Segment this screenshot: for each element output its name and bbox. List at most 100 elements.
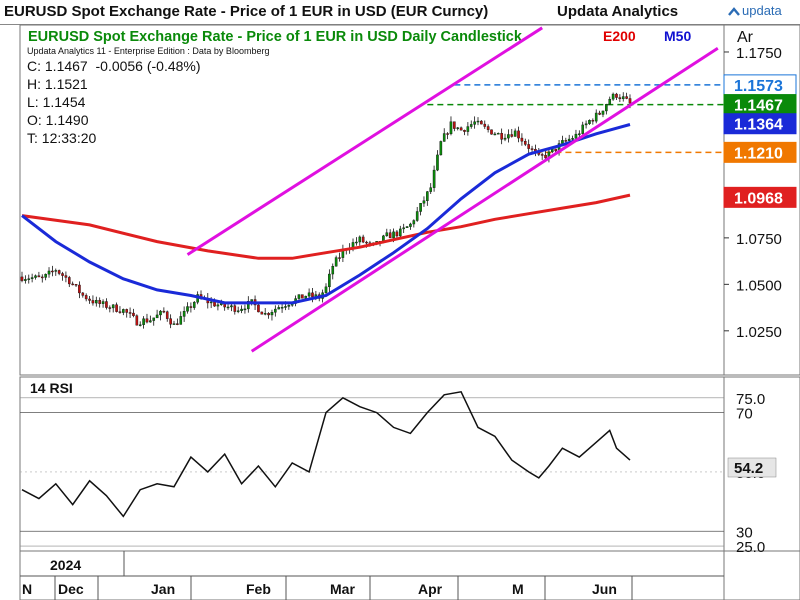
candle-body: [605, 104, 608, 112]
candle-body: [260, 311, 264, 315]
candle-body: [513, 130, 517, 137]
rsi-title: 14 RSI: [30, 380, 73, 396]
month-label: Jun: [592, 581, 617, 597]
candle-body: [145, 318, 149, 323]
candle-body: [402, 227, 405, 230]
price-badge-label: 1.1467: [734, 98, 783, 115]
candle-body: [490, 129, 493, 135]
candle-body: [395, 231, 399, 237]
candle-body: [358, 236, 362, 243]
candle-body: [540, 154, 544, 156]
candle-body: [426, 191, 429, 201]
candle-body: [81, 292, 85, 296]
candle-body: [439, 141, 443, 156]
price-badge-label: 1.0968: [734, 190, 783, 207]
candle-body: [24, 279, 27, 281]
price-badge-label: 1.1573: [734, 78, 783, 95]
candle-body: [486, 126, 490, 130]
price-axis-ticks: 1.0250 1.0500 1.0750 1.1750: [724, 45, 782, 341]
rsi-tick-label: 30: [736, 524, 753, 541]
candle-body: [361, 236, 365, 243]
candle-body: [523, 141, 527, 145]
month-label: M: [512, 581, 524, 597]
candle-body: [257, 304, 260, 313]
candle-body: [108, 307, 112, 309]
candle-body: [355, 241, 358, 244]
candle-body: [301, 294, 304, 299]
candle-body: [334, 257, 338, 267]
candle-body: [436, 154, 439, 171]
candle-body: [176, 323, 179, 325]
month-label: Jan: [151, 581, 175, 597]
candle-body: [98, 300, 101, 304]
ohlc-close: C: 1.1467 -0.0056 (-0.48%): [27, 58, 201, 74]
corner-panel: [723, 550, 800, 600]
candle-body: [442, 133, 446, 142]
candle-body: [625, 96, 628, 99]
candle-body: [500, 132, 503, 140]
moving-averages: [21, 123, 631, 305]
candle-body: [385, 232, 389, 237]
candle-body: [584, 123, 588, 126]
price-badge-label: 1.1364: [734, 117, 783, 134]
vendor-name: Updata Analytics: [557, 3, 679, 20]
candle-body: [594, 112, 598, 122]
candle-body: [446, 133, 449, 135]
candle-body: [186, 306, 189, 312]
candle-body: [64, 275, 68, 278]
candle-body: [574, 133, 578, 139]
candle-body: [453, 121, 456, 129]
candle-body: [95, 300, 98, 304]
candle-body: [530, 148, 534, 150]
candle-body: [591, 120, 595, 122]
candle-body: [598, 112, 601, 115]
candle-body: [74, 284, 78, 286]
month-label: Dec: [58, 581, 84, 597]
price-badge-box: [723, 186, 797, 208]
year-label: 2024: [50, 557, 81, 573]
candle-body: [240, 308, 243, 311]
candle-body: [101, 301, 105, 304]
channel-upper-line: [186, 26, 543, 256]
candle-body: [216, 304, 220, 307]
candle-body: [27, 278, 31, 280]
candle-body: [588, 120, 591, 124]
price-tick-label: 1.1750: [736, 45, 782, 62]
candle-body: [165, 311, 169, 319]
title-bar: EURUSD Spot Exchange Rate - Price of 1 E…: [0, 0, 800, 25]
candle-body: [520, 137, 524, 142]
candle-body: [128, 312, 132, 314]
candle-body: [618, 97, 622, 100]
price-badge-box: [723, 141, 797, 163]
time-axis-ticks: N Dec Jan Feb Mar Apr M Jun: [20, 551, 724, 600]
candle-body: [233, 305, 237, 312]
candle-body: [84, 295, 88, 300]
candle-body: [159, 310, 162, 316]
candle-body: [51, 270, 54, 273]
ma50-line: [21, 123, 631, 305]
candle-body: [61, 273, 64, 276]
candle-body: [236, 310, 240, 312]
candle-body: [280, 307, 284, 309]
legend-e200: E200: [603, 28, 636, 44]
candle-body: [135, 315, 139, 326]
candle-body: [324, 286, 328, 293]
candle-body: [34, 275, 37, 278]
candle-body: [155, 314, 159, 319]
candle-body: [615, 93, 618, 98]
candle-body: [608, 98, 612, 105]
rsi-line: [21, 390, 631, 518]
ohlc-low: L: 1.1454: [27, 94, 86, 110]
candle-body: [571, 138, 574, 140]
candle-body: [37, 275, 41, 278]
candle-body: [601, 110, 605, 115]
candle-body: [182, 311, 186, 317]
candle-body: [493, 133, 497, 136]
candle-body: [422, 200, 426, 204]
candle-body: [172, 323, 176, 325]
candle-body: [54, 270, 58, 272]
candle-body: [57, 270, 61, 274]
candle-body: [189, 306, 193, 308]
chart-subtitle: EURUSD Spot Exchange Rate - Price of 1 E…: [28, 29, 523, 45]
ema200-line: [21, 193, 631, 260]
